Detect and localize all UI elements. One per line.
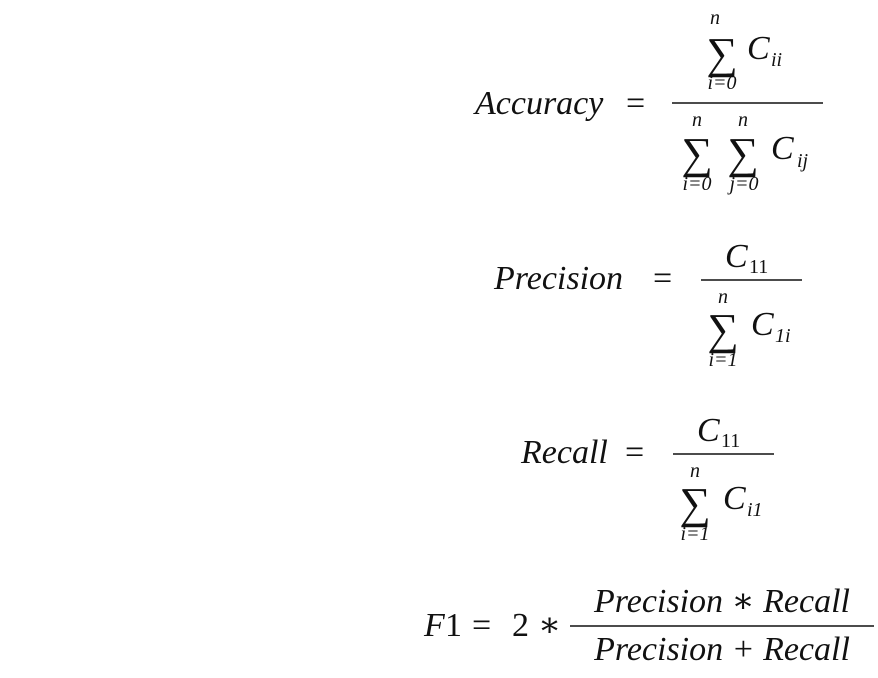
recall-den-sum-lower: i=1 [680, 523, 709, 545]
accuracy-num-term-sub: ii [771, 49, 782, 71]
recall-num-term: C [697, 412, 720, 449]
accuracy-den-sum1-upper: n [692, 109, 702, 131]
precision-den-sum-lower: i=1 [708, 349, 737, 371]
precision-den-term: C [751, 306, 774, 343]
accuracy-lhs: Accuracy [473, 85, 604, 122]
accuracy-den-sum1-symbol: ∑ [681, 129, 712, 178]
recall-den-term: C [723, 480, 746, 517]
recall-equals: = [625, 434, 644, 471]
precision-den-term-sub: 1i [775, 325, 791, 347]
accuracy-num-sum-symbol: ∑ [706, 29, 737, 78]
accuracy-den-sum2-lower: j=0 [726, 173, 758, 195]
accuracy-num-term: C [747, 30, 770, 67]
precision-equals: = [653, 260, 672, 297]
accuracy-den-term-sub: ij [797, 150, 809, 172]
accuracy-num-sum-upper: n [710, 7, 720, 29]
precision-num-term-sub: 11 [749, 256, 768, 278]
f1-equals: = [472, 607, 491, 644]
accuracy-equals: = [626, 85, 645, 122]
accuracy-num-sum-lower: i=0 [707, 72, 736, 94]
f1-coef: 2 [512, 607, 529, 644]
precision-equation: Precision = C 11 n ∑ i=1 C 1i [493, 238, 802, 371]
f1-lhs-num: 1 [445, 607, 462, 644]
f1-denominator: Precision + Recall [593, 631, 850, 668]
f1-lhs-base: F [423, 607, 446, 644]
recall-lhs: Recall [520, 434, 608, 471]
recall-num-term-sub: 11 [721, 430, 740, 452]
f1-times: ∗ [538, 607, 561, 644]
accuracy-den-sum2-symbol: ∑ [727, 129, 758, 178]
precision-den-sum-upper: n [718, 286, 728, 308]
recall-den-term-sub: i1 [747, 499, 763, 521]
f1-equation: F 1 = 2 ∗ Precision ∗ Recall Precision +… [423, 583, 874, 668]
recall-den-sum-upper: n [690, 460, 700, 482]
precision-lhs: Precision [493, 260, 623, 297]
recall-den-sum-symbol: ∑ [679, 479, 710, 528]
accuracy-den-sum1-lower: i=0 [682, 173, 711, 195]
accuracy-equation: Accuracy = n ∑ i=0 C ii n ∑ i=0 n ∑ j=0 … [473, 7, 823, 195]
accuracy-den-sum2-upper: n [738, 109, 748, 131]
accuracy-den-term: C [771, 130, 794, 167]
recall-equation: Recall = C 11 n ∑ i=1 C i1 [520, 412, 774, 545]
precision-den-sum-symbol: ∑ [707, 305, 738, 354]
f1-numerator: Precision ∗ Recall [593, 583, 850, 620]
precision-num-term: C [725, 238, 748, 275]
